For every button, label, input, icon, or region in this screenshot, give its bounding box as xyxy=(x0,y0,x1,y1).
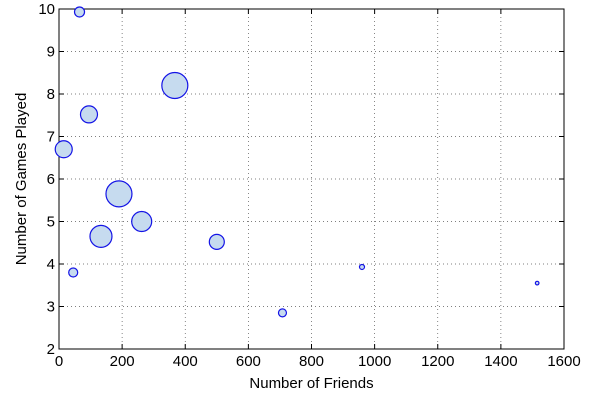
x-tick-labels: 0 200 400 600 800 1000 1200 1400 1600 xyxy=(55,353,581,370)
data-point-bubble xyxy=(69,268,78,277)
x-tick-label: 1200 xyxy=(421,353,454,370)
y-tick-label: 5 xyxy=(47,214,55,231)
x-axis-label: Number of Friends xyxy=(249,375,373,392)
x-tick-label: 400 xyxy=(173,353,198,370)
data-point-bubble xyxy=(132,212,152,232)
data-point-bubble xyxy=(209,234,224,249)
x-tick-label: 1400 xyxy=(484,353,517,370)
data-point-bubble xyxy=(535,281,539,285)
y-tick-label: 10 xyxy=(38,1,55,18)
x-tick-label: 600 xyxy=(236,353,261,370)
y-tick-label: 7 xyxy=(47,129,55,146)
y-tick-label: 6 xyxy=(47,171,55,188)
y-tick-label: 3 xyxy=(47,299,55,316)
x-tick-label: 800 xyxy=(299,353,324,370)
data-point-bubble xyxy=(90,225,112,247)
x-tick-label: 0 xyxy=(55,353,63,370)
data-points xyxy=(55,7,539,317)
data-point-bubble xyxy=(80,106,97,123)
data-point-bubble xyxy=(278,309,286,317)
x-tick-label: 200 xyxy=(110,353,135,370)
y-tick-label: 8 xyxy=(47,86,55,103)
data-point-bubble xyxy=(55,141,72,158)
data-point-bubble xyxy=(106,181,132,207)
y-tick-label: 9 xyxy=(47,44,55,61)
data-point-bubble xyxy=(360,264,365,269)
y-tick-label: 4 xyxy=(47,256,55,273)
data-point-bubble xyxy=(75,7,85,17)
y-tick-label: 2 xyxy=(47,341,55,358)
x-tick-label: 1600 xyxy=(547,353,580,370)
grid xyxy=(59,9,564,349)
y-axis-label: Number of Games Played xyxy=(13,93,30,266)
data-point-bubble xyxy=(162,73,188,99)
y-tick-labels: 2 3 4 5 6 7 8 9 10 xyxy=(38,1,55,358)
x-tick-label: 1000 xyxy=(358,353,391,370)
